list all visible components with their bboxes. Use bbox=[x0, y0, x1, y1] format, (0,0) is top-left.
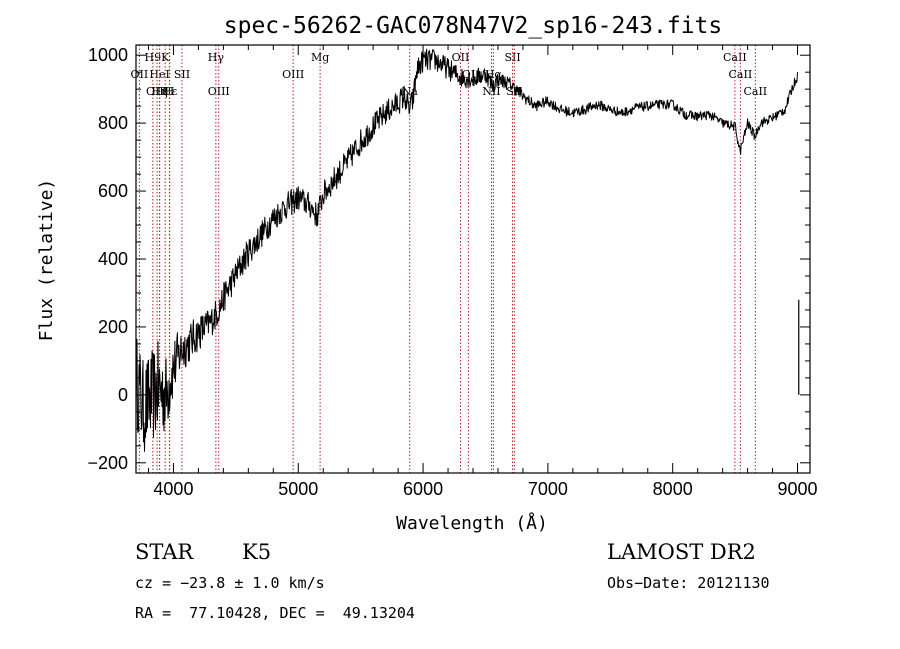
line-marker-label: H bbox=[165, 85, 175, 98]
object-subclass: K5 bbox=[242, 540, 272, 564]
y-axis-label: Flux (relative) bbox=[36, 179, 57, 342]
y-tick-label: 800 bbox=[98, 113, 128, 133]
y-tick-label: 200 bbox=[98, 317, 128, 337]
line-marker-label: OIII bbox=[208, 85, 230, 98]
x-tick-label: 4000 bbox=[153, 479, 193, 499]
line-marker-label: NII bbox=[482, 85, 500, 98]
line-marker-label: Mg bbox=[311, 51, 329, 64]
line-marker-label: CaII bbox=[723, 51, 747, 64]
spectrum-series-line bbox=[135, 48, 798, 452]
line-marker-label: CaII bbox=[743, 85, 767, 98]
chart-title: spec-56262-GAC078N47V2_sp16-243.fits bbox=[224, 13, 723, 39]
y-tick-label: −200 bbox=[87, 453, 128, 473]
line-marker-label: OIII bbox=[146, 85, 168, 98]
line-marker-label: OII bbox=[131, 68, 149, 81]
line-marker-label: K bbox=[161, 51, 170, 64]
line-marker-label: Hγ bbox=[208, 51, 225, 64]
line-marker-label: H9 bbox=[145, 51, 162, 64]
observation-date: Obs−Date: 20121130 bbox=[607, 574, 770, 592]
x-axis-label: Wavelength (Å) bbox=[396, 512, 548, 534]
axis-ticks: 4000 5000 6000 7000 8000 9000 −200 0 200 400 600 80… bbox=[87, 45, 818, 499]
redshift-cz: cz = −23.8 ± 1.0 km/s bbox=[135, 574, 325, 592]
y-tick-label: 400 bbox=[98, 249, 128, 269]
coordinates: RA = 77.10428, DEC = 49.13204 bbox=[135, 604, 415, 622]
y-tick-label: 600 bbox=[98, 181, 128, 201]
line-marker-label: OIII bbox=[282, 68, 304, 81]
line-marker-label: OI bbox=[462, 68, 475, 81]
survey-name: LAMOST DR2 bbox=[607, 540, 756, 564]
plot-frame bbox=[135, 44, 811, 474]
line-marker-label: OII bbox=[452, 51, 470, 64]
x-tick-label: 7000 bbox=[528, 479, 568, 499]
x-tick-label: 8000 bbox=[653, 479, 693, 499]
line-marker-label: CaII bbox=[729, 68, 753, 81]
x-tick-label: 5000 bbox=[278, 479, 318, 499]
line-marker-label: SII bbox=[504, 51, 520, 64]
line-marker-label: SII bbox=[174, 68, 190, 81]
line-marker-label: Hη bbox=[151, 85, 167, 98]
y-tick-label: 0 bbox=[118, 385, 128, 405]
x-tick-label: 6000 bbox=[403, 479, 443, 499]
object-class: STAR bbox=[135, 540, 194, 564]
x-tick-label: 9000 bbox=[777, 479, 817, 499]
y-tick-label: 1000 bbox=[88, 45, 128, 65]
